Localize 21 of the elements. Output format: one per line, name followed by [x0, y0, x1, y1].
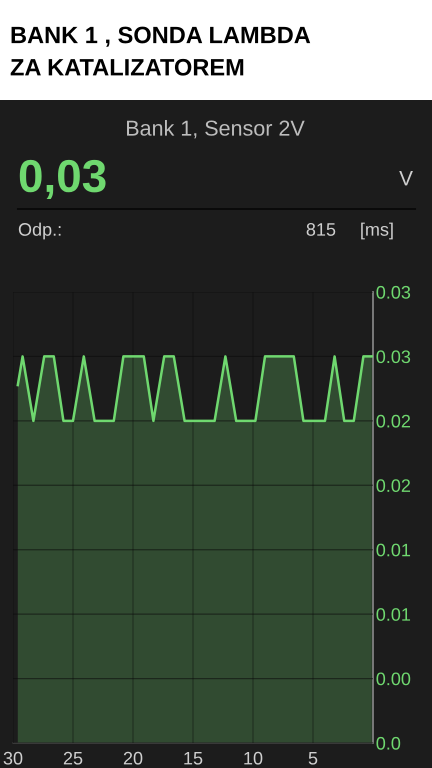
x-tick-label: 15	[184, 752, 202, 765]
text: V	[399, 171, 413, 186]
x-tick-label: 5	[308, 752, 318, 765]
y-tick-label: 0.02	[376, 414, 410, 428]
x-tick-label: 20	[124, 752, 142, 765]
text: 815	[306, 223, 336, 236]
text: [ms]	[361, 222, 393, 240]
text: Odp.:	[18, 222, 61, 240]
x-tick-label: 10	[244, 752, 262, 765]
x-tick-label: 30	[4, 752, 22, 765]
y-tick-label: 0.01	[376, 608, 410, 621]
y-tick-label: 0.01	[376, 544, 410, 556]
chart-subtitle: Bank 1, Sensor 2V	[127, 120, 305, 138]
y-tick-label: 0.03	[376, 350, 410, 364]
text: 0,03	[20, 160, 106, 199]
y-tick-label: 0.0	[376, 736, 400, 750]
y-tick-label: 0.02	[376, 479, 410, 492]
chart-title: BANK 1 , SONDA LAMBDA ZA KATALIZATOREM	[10, 26, 310, 76]
y-tick-label: 0.00	[376, 672, 410, 686]
y-tick-label: 0.03	[376, 286, 410, 299]
x-tick-label: 25	[64, 752, 82, 765]
